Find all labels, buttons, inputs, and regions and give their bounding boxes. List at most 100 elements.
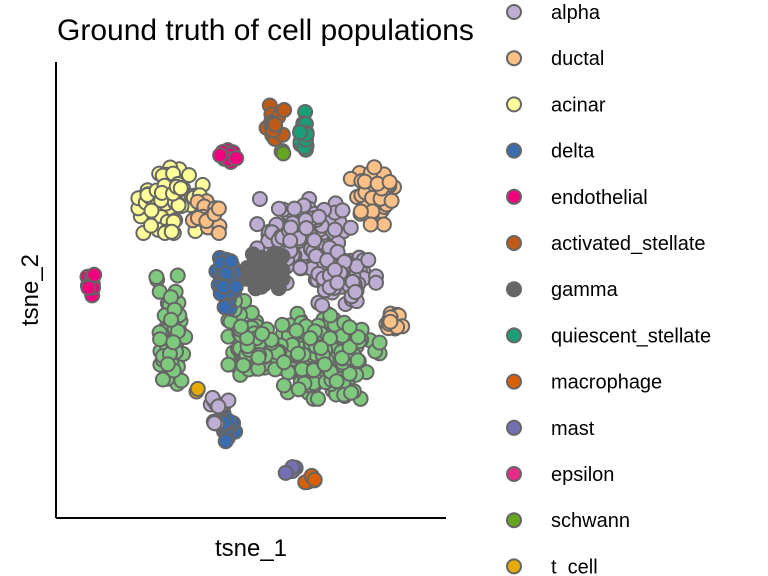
legend-marker (506, 50, 522, 67)
point-ductal (356, 173, 373, 190)
points-layer (79, 97, 411, 491)
point-endothelial (212, 147, 229, 164)
point-alpha (249, 216, 266, 233)
point-activated_stellate (276, 102, 293, 118)
legend-marker (506, 142, 522, 159)
legend-item: mast (506, 418, 595, 440)
legend-item: activated_stellate (506, 233, 706, 255)
point-ductal (381, 174, 398, 190)
point-beta (341, 319, 358, 336)
legend-label: gamma (551, 279, 619, 301)
point-ductal (366, 159, 383, 176)
point-schwann (275, 145, 292, 162)
legend-label: mast (551, 418, 595, 440)
point-beta (343, 384, 360, 401)
legend-item: epsilon (506, 464, 614, 486)
legend-label: alpha (551, 2, 601, 24)
point-beta (322, 330, 338, 347)
legend-marker (506, 235, 522, 251)
legend-marker (506, 188, 522, 205)
legend-item: quiescent_stellate (506, 325, 711, 347)
point-beta (313, 340, 329, 356)
point-alpha (360, 252, 377, 268)
point-alpha (282, 232, 299, 249)
point-beta (169, 267, 186, 284)
legend-marker (506, 4, 522, 20)
point-alpha (206, 415, 223, 432)
point-beta (235, 357, 252, 374)
legend-label: quiescent_stellate (551, 325, 711, 347)
point-acinar (163, 223, 180, 240)
point-ductal (362, 216, 379, 233)
point-delta (217, 433, 234, 450)
point-alpha (314, 297, 331, 314)
point-beta (254, 325, 271, 342)
point-acinar (143, 217, 159, 234)
point-alpha (368, 274, 384, 291)
legend-item: alpha (506, 2, 601, 24)
legend-marker (506, 419, 522, 436)
legend-item: macrophage (506, 372, 662, 394)
point-beta (154, 371, 171, 388)
point-beta (341, 339, 358, 355)
point-beta (290, 381, 307, 398)
point-beta (165, 334, 182, 351)
point-beta (233, 318, 249, 335)
point-ductal (375, 216, 392, 233)
point-endothelial (80, 279, 97, 296)
point-alpha (310, 208, 327, 225)
point-alpha (326, 261, 343, 278)
point-beta (288, 322, 305, 339)
point-beta (310, 390, 326, 407)
legend-label: macrophage (551, 372, 662, 394)
point-beta (371, 334, 388, 351)
legend-item: gamma (506, 279, 619, 301)
point-alpha (270, 200, 287, 217)
point-beta (290, 345, 306, 362)
point-delta (222, 253, 239, 270)
point-beta (250, 349, 267, 366)
point-beta (350, 329, 367, 346)
legend-marker (506, 512, 522, 529)
point-acinar (172, 180, 189, 197)
point-ductal (383, 192, 400, 209)
legend-label: endothelial (551, 187, 648, 209)
legend-label: t_cell (551, 556, 598, 576)
point-beta (220, 356, 237, 373)
point-delta (227, 278, 244, 295)
point-alpha (210, 398, 227, 415)
legend-item: endothelial (506, 187, 648, 209)
point-ductal (352, 203, 369, 220)
point-alpha (251, 191, 268, 207)
x-axis-label: tsne_1 (215, 535, 287, 562)
point-mast (277, 464, 294, 481)
legend-marker (506, 327, 522, 344)
legend-item: ductal (506, 48, 604, 70)
point-beta (159, 356, 176, 373)
legend-item: delta (506, 141, 595, 163)
point-acinar (143, 202, 160, 219)
legend-marker (506, 466, 522, 482)
point-alpha (306, 232, 323, 249)
point-endothelial (228, 150, 245, 167)
legend: alpha ductal acinar delta endothelial activat… (506, 2, 711, 576)
legend-marker (506, 281, 522, 298)
point-beta (148, 269, 165, 285)
point-beta (341, 365, 358, 382)
point-alpha (286, 200, 303, 217)
point-beta (302, 330, 319, 347)
legend-marker (506, 96, 522, 113)
point-alpha (292, 259, 309, 276)
point-beta (322, 307, 339, 324)
point-ductal (210, 200, 227, 217)
point-macrophage (306, 471, 323, 488)
legend-label: acinar (551, 94, 606, 116)
point-beta (275, 377, 292, 394)
point-beta (163, 311, 180, 328)
chart-title: Ground truth of cell populations (57, 14, 474, 47)
point-alpha (342, 219, 359, 236)
point-beta (334, 350, 350, 366)
point-alpha (334, 202, 351, 219)
legend-label: delta (551, 141, 595, 163)
